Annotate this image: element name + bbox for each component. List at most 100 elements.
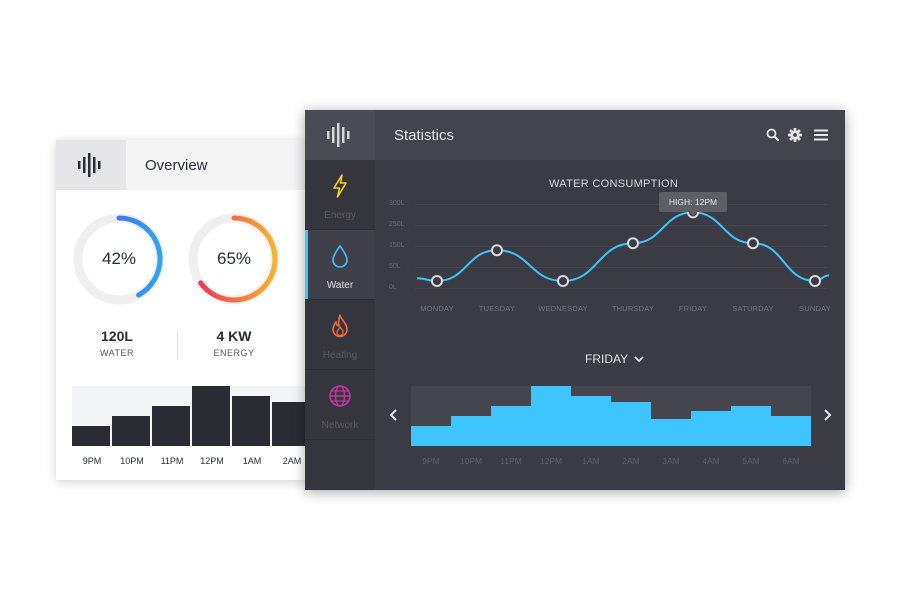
bar-column [272, 386, 306, 446]
x-tick-label: FRIDAY [678, 304, 708, 313]
bar[interactable] [611, 402, 651, 446]
data-point[interactable] [809, 275, 821, 287]
energy-value: 4 KW [216, 328, 252, 344]
sidebar-item-label: Heating [322, 350, 358, 361]
bar-column [411, 386, 451, 446]
bar-column [771, 386, 811, 446]
energy-label: ENERGY [213, 348, 255, 358]
flame-icon [328, 313, 352, 339]
overview-title: Overview [145, 156, 208, 174]
gear-icon[interactable] [787, 127, 803, 143]
bar [112, 416, 150, 446]
gridline [415, 204, 827, 205]
gridline [415, 225, 827, 226]
bar-tick-label: 12PM [539, 456, 563, 466]
bar-column [731, 386, 771, 446]
bar-tick-label: 4AM [702, 456, 720, 466]
energy-percent: 65% [216, 249, 252, 268]
sidebar-item-heating[interactable]: Heating [305, 300, 375, 370]
data-point[interactable] [747, 237, 759, 250]
energy-ring-gauge: 65% [188, 213, 280, 305]
gridline [415, 288, 827, 289]
x-tick-label: SATURDAY [732, 304, 774, 313]
sidebar-item-label: Energy [324, 210, 356, 221]
chart-title: WATER CONSUMPTION [549, 178, 679, 190]
bar-column [531, 386, 571, 446]
water-line-chart [416, 206, 830, 287]
data-point[interactable] [491, 244, 503, 257]
statistics-title: Statistics [394, 127, 455, 144]
bar [272, 402, 306, 446]
overview-card: Overview 42% 65% [56, 140, 306, 480]
bar-tick-label: 1AM [582, 456, 600, 466]
day-selector-dropdown[interactable]: FRIDAY [585, 352, 644, 366]
water-ring-gauge: 42% [73, 213, 165, 305]
bar-tick-label: 9PM [422, 456, 440, 466]
globe-icon [328, 383, 352, 409]
high-tooltip: HIGH: 12PM [659, 192, 727, 216]
bar-tick-label: 6AM [782, 456, 800, 466]
bar[interactable] [531, 386, 571, 446]
bar [72, 426, 110, 446]
bar[interactable] [491, 405, 531, 446]
hamburger-menu-icon[interactable] [813, 127, 829, 143]
bar-column [232, 386, 272, 446]
bar[interactable] [411, 426, 451, 446]
bar[interactable] [651, 419, 691, 446]
series-line [416, 211, 830, 283]
bar-tick-label: 1AM [242, 456, 262, 466]
bar [152, 405, 190, 446]
bar-tick-label: 10PM [459, 456, 483, 466]
bar[interactable] [691, 411, 731, 446]
sidebar-nav: Energy Water Heating [305, 160, 375, 490]
bar-column [451, 386, 491, 446]
x-tick-label: WEDNESDAY [538, 304, 588, 313]
chevron-down-icon [634, 352, 644, 366]
bar-tick-label: 5AM [742, 456, 760, 466]
bar[interactable] [731, 405, 771, 446]
sidebar-item-energy[interactable]: Energy [305, 160, 375, 230]
bar-column [72, 386, 112, 446]
sidebar-item-network[interactable]: Network [305, 370, 375, 440]
water-value: 120L [101, 328, 133, 344]
stat-divider [177, 330, 178, 360]
sidebar-item-label: Network [321, 420, 359, 431]
bar[interactable] [451, 416, 491, 446]
data-point[interactable] [627, 237, 639, 250]
selected-day: FRIDAY [585, 352, 629, 366]
bar-column [651, 386, 691, 446]
water-label: WATER [100, 348, 134, 358]
search-icon[interactable] [765, 127, 781, 143]
bar-tick-label: 2AM [622, 456, 640, 466]
bar-tick-label: 11PM [160, 456, 184, 466]
bar-column [691, 386, 731, 446]
soundwave-logo-icon[interactable] [56, 140, 126, 190]
sidebar-item-water[interactable]: Water [305, 230, 375, 300]
water-drop-icon [328, 243, 352, 269]
x-tick-label: MONDAY [420, 304, 454, 313]
lightning-icon [328, 173, 352, 199]
prev-arrow-icon[interactable] [389, 408, 403, 424]
bar-column [192, 386, 232, 446]
bar[interactable] [571, 396, 611, 446]
x-tick-label: THURSDAY [611, 304, 655, 313]
bar-column [611, 386, 651, 446]
data-point[interactable] [557, 275, 569, 287]
overview-bar-chart [72, 386, 306, 446]
next-arrow-icon[interactable] [822, 408, 836, 424]
x-tick-label: TUESDAY [478, 304, 516, 313]
y-tick-label: 150L [389, 242, 405, 249]
y-tick-label: 0L [389, 284, 397, 291]
bar-tick-label: 10PM [120, 456, 144, 466]
overview-header: Overview [56, 140, 306, 190]
soundwave-logo-icon[interactable] [305, 110, 375, 160]
gridline [415, 246, 827, 247]
bar[interactable] [771, 416, 811, 446]
bar-tick-label: 2AM [282, 456, 302, 466]
bar [192, 386, 230, 446]
sidebar-item-label: Water [326, 280, 354, 291]
bar [232, 396, 270, 446]
y-tick-label: 300L [389, 200, 405, 207]
bar-tick-label: 12PM [200, 456, 224, 466]
data-point[interactable] [431, 275, 443, 287]
